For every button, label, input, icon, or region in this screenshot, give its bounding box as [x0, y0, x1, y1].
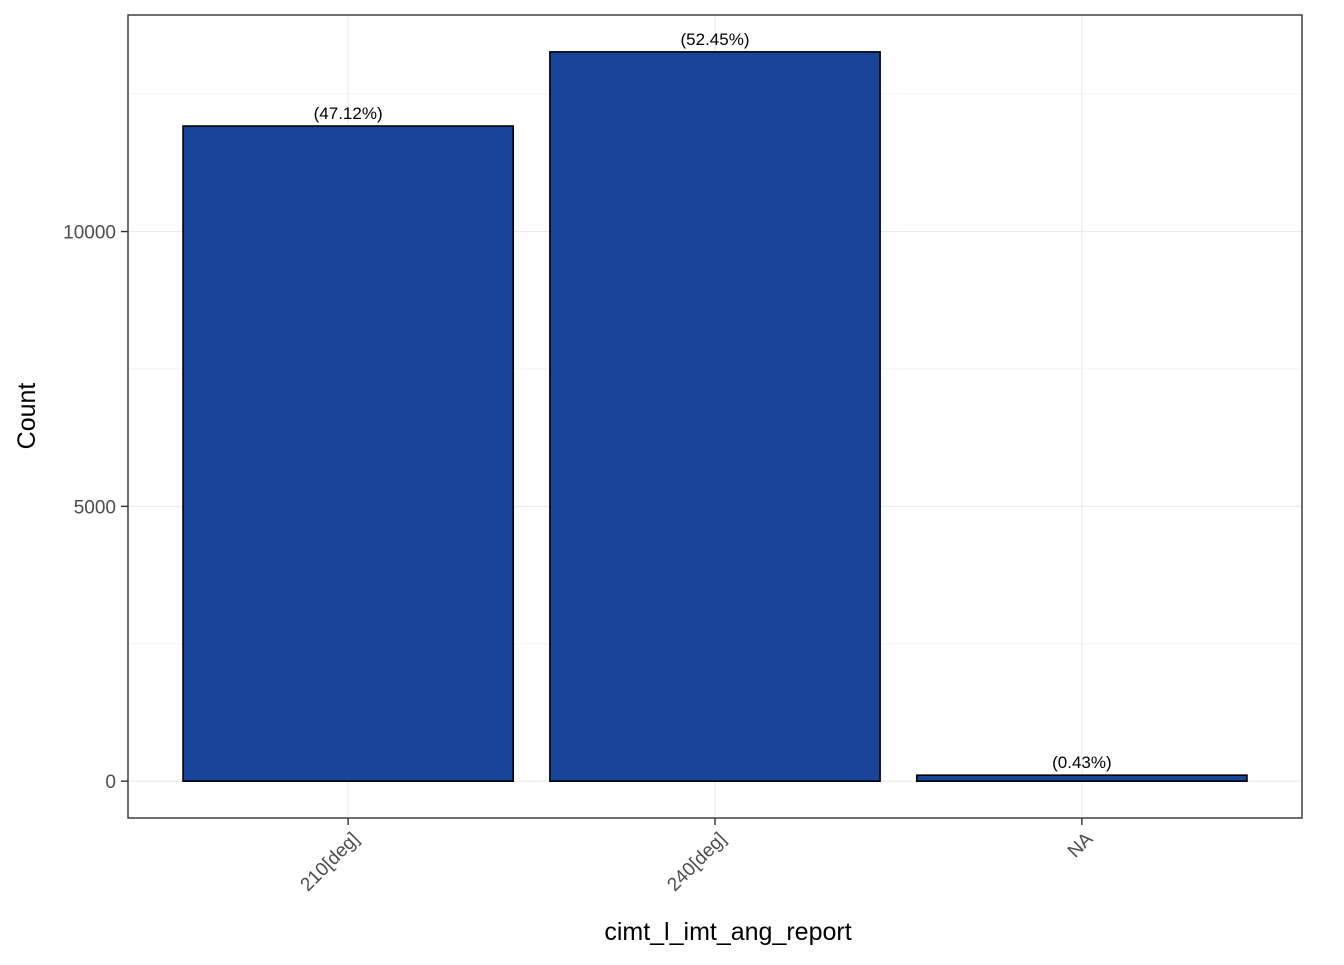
y-axis-title: Count [13, 383, 41, 450]
y-tick-label: 0 [105, 772, 116, 793]
bar [915, 774, 1248, 782]
y-tick-label: 5000 [74, 497, 116, 518]
x-axis-title: cimt_l_imt_ang_report [604, 918, 851, 946]
y-tick-label: 10000 [63, 223, 116, 244]
data-labels: (47.12%) (52.45%) (0.43%) [314, 30, 1112, 772]
bar [549, 51, 881, 782]
bars [182, 51, 1248, 782]
bar-data-label: (0.43%) [1052, 753, 1112, 772]
bar-data-label: (47.12%) [314, 104, 383, 123]
bar [182, 125, 515, 782]
bar-data-label: (52.45%) [681, 30, 750, 49]
